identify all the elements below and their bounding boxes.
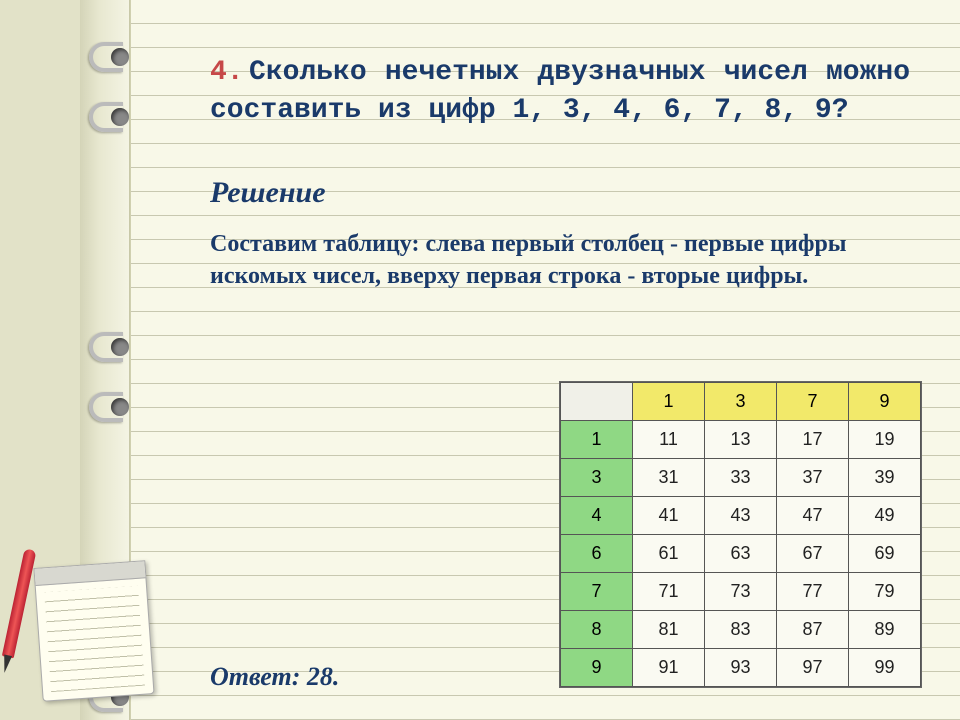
- table-cell: 39: [849, 459, 921, 497]
- table-row: 771737779: [561, 573, 921, 611]
- row-header: 9: [561, 649, 633, 687]
- table-cell: 33: [705, 459, 777, 497]
- binder-ring: [95, 96, 135, 136]
- table-cell: 11: [633, 421, 705, 459]
- binder-ring: [95, 326, 135, 366]
- solution-heading: Решение: [210, 176, 930, 210]
- table-row: 881838789: [561, 611, 921, 649]
- table-row: 111131719: [561, 421, 921, 459]
- table-header-row: 1 3 7 9: [561, 383, 921, 421]
- col-header: 3: [705, 383, 777, 421]
- notepad-icon: [33, 560, 154, 701]
- table-cell: 61: [633, 535, 705, 573]
- table-cell: 73: [705, 573, 777, 611]
- table-cell: 71: [633, 573, 705, 611]
- table-cell: 83: [705, 611, 777, 649]
- notepad-illustration: [4, 546, 164, 714]
- table-row: 661636769: [561, 535, 921, 573]
- row-header: 3: [561, 459, 633, 497]
- problem-block: 4. Сколько нечетных двузначных чисел мож…: [210, 54, 910, 130]
- table-row: 991939799: [561, 649, 921, 687]
- table-cell: 91: [633, 649, 705, 687]
- answer-text: Ответ: 28.: [210, 662, 339, 692]
- table-cell: 67: [777, 535, 849, 573]
- binder-ring: [95, 386, 135, 426]
- table-row: 331333739: [561, 459, 921, 497]
- table-cell: 81: [633, 611, 705, 649]
- row-header: 7: [561, 573, 633, 611]
- table-cell: 93: [705, 649, 777, 687]
- table-cell: 49: [849, 497, 921, 535]
- problem-number: 4.: [210, 57, 244, 88]
- table-cell: 87: [777, 611, 849, 649]
- table-cell: 31: [633, 459, 705, 497]
- table-cell: 69: [849, 535, 921, 573]
- table-cell: 43: [705, 497, 777, 535]
- table-cell: 37: [777, 459, 849, 497]
- table-cell: 97: [777, 649, 849, 687]
- row-header: 4: [561, 497, 633, 535]
- col-header: 9: [849, 383, 921, 421]
- problem-text: Сколько нечетных двузначных чисел можно …: [210, 57, 910, 126]
- table-cell: 79: [849, 573, 921, 611]
- table-cell: 41: [633, 497, 705, 535]
- col-header: 7: [777, 383, 849, 421]
- table-corner-cell: [561, 383, 633, 421]
- col-header: 1: [633, 383, 705, 421]
- table-cell: 13: [705, 421, 777, 459]
- table-cell: 19: [849, 421, 921, 459]
- table-row: 441434749: [561, 497, 921, 535]
- table-cell: 63: [705, 535, 777, 573]
- row-header: 6: [561, 535, 633, 573]
- pen-icon: [0, 548, 39, 698]
- numbers-table: 1 3 7 9 111131719 331333739 441434749 66…: [560, 382, 921, 687]
- table-cell: 89: [849, 611, 921, 649]
- row-header: 1: [561, 421, 633, 459]
- table-cell: 77: [777, 573, 849, 611]
- table-cell: 99: [849, 649, 921, 687]
- table-cell: 47: [777, 497, 849, 535]
- row-header: 8: [561, 611, 633, 649]
- solution-text: Составим таблицу: слева первый столбец -…: [210, 228, 910, 293]
- binder-ring: [95, 36, 135, 76]
- table-cell: 17: [777, 421, 849, 459]
- content-area: 4. Сколько нечетных двузначных чисел мож…: [210, 54, 930, 292]
